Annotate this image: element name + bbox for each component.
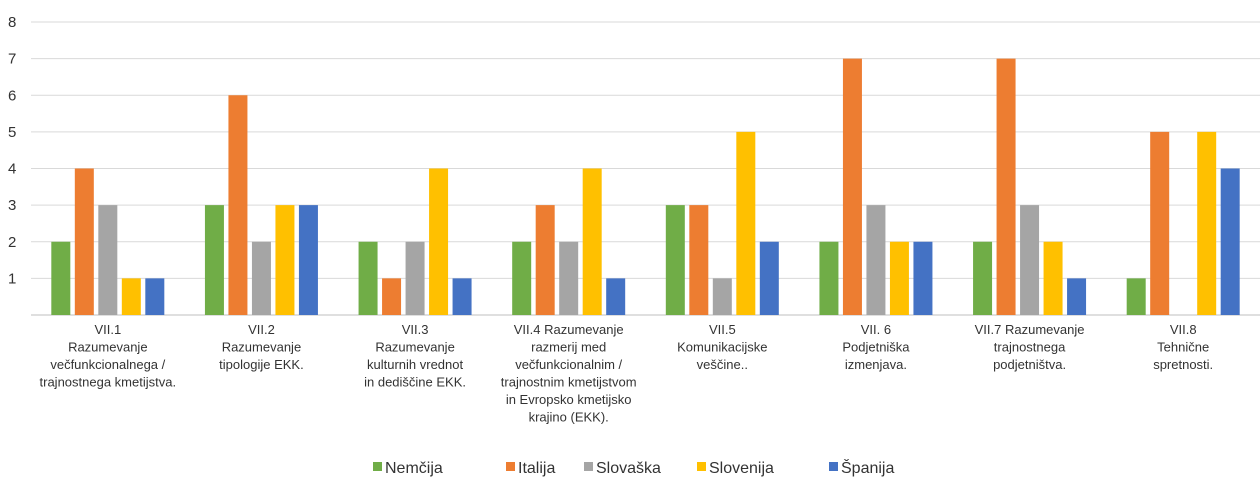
bar xyxy=(1043,241,1063,315)
bar xyxy=(819,241,839,315)
bar xyxy=(429,168,449,315)
legend-swatch xyxy=(829,462,838,471)
bar xyxy=(145,278,165,315)
y-tick-label: 2 xyxy=(8,234,16,251)
legend-swatch xyxy=(697,462,706,471)
bar xyxy=(1067,278,1087,315)
bar xyxy=(1126,278,1146,315)
bar xyxy=(712,278,732,315)
x-tick-label: VII. 6 Podjetniška izmenjava. xyxy=(842,322,910,372)
bar xyxy=(736,131,756,315)
bar xyxy=(973,241,993,315)
bar xyxy=(1150,131,1170,315)
legend-swatch xyxy=(584,462,593,471)
bar xyxy=(275,205,295,315)
x-tick-label: VII.5 Komunikacijske veščine.. xyxy=(677,322,767,372)
bar xyxy=(665,205,685,315)
legend-swatch xyxy=(506,462,515,471)
bar xyxy=(121,278,141,315)
bar xyxy=(559,241,579,315)
bar xyxy=(535,205,555,315)
x-tick-label: VII.1 Razumevanje večfunkcionalnega / trajn… xyxy=(40,322,177,390)
bar xyxy=(889,241,909,315)
bar xyxy=(1220,168,1240,315)
bar xyxy=(582,168,602,315)
bar xyxy=(228,95,248,315)
bar xyxy=(1197,131,1217,315)
y-tick-label: 7 xyxy=(8,51,16,68)
bar xyxy=(842,58,862,315)
bar xyxy=(298,205,318,315)
bar xyxy=(405,241,425,315)
bar xyxy=(452,278,472,315)
x-tick-label: VII.7 Razumevanje trajnostnega podjetništv… xyxy=(975,322,1085,372)
bar xyxy=(996,58,1016,315)
legend-label: Italija xyxy=(518,460,555,477)
bar xyxy=(866,205,886,315)
y-tick-label: 4 xyxy=(8,161,16,178)
legend-label: Nemčija xyxy=(385,460,443,477)
y-tick-label: 1 xyxy=(8,270,16,287)
y-tick-label: 8 xyxy=(8,14,16,31)
bar xyxy=(382,278,402,315)
y-tick-label: 3 xyxy=(8,197,16,214)
bar xyxy=(606,278,626,315)
bar xyxy=(1020,205,1040,315)
bar xyxy=(512,241,532,315)
bar xyxy=(51,241,71,315)
x-tick-label: VII.2 Razumevanje tipologije EKK. xyxy=(219,322,304,372)
bar xyxy=(204,205,224,315)
x-tick-label: VII.4 Razumevanje razmerij med večfunkcion… xyxy=(501,322,637,425)
bar xyxy=(98,205,118,315)
legend-label: Slovenija xyxy=(709,460,774,477)
bar xyxy=(913,241,933,315)
bar xyxy=(251,241,271,315)
legend-label: Slovaška xyxy=(596,460,661,477)
y-tick-label: 5 xyxy=(8,124,16,141)
bar xyxy=(74,168,94,315)
x-tick-label: VII.8 Tehnične spretnosti. xyxy=(1153,322,1213,372)
bar xyxy=(689,205,709,315)
legend-label: Španija xyxy=(841,458,894,477)
bar xyxy=(759,241,779,315)
y-tick-label: 6 xyxy=(8,87,16,104)
x-tick-label: VII.3 Razumevanje kulturnih vrednot in dedi… xyxy=(364,322,466,390)
legend-swatch xyxy=(373,462,382,471)
bar xyxy=(358,241,378,315)
